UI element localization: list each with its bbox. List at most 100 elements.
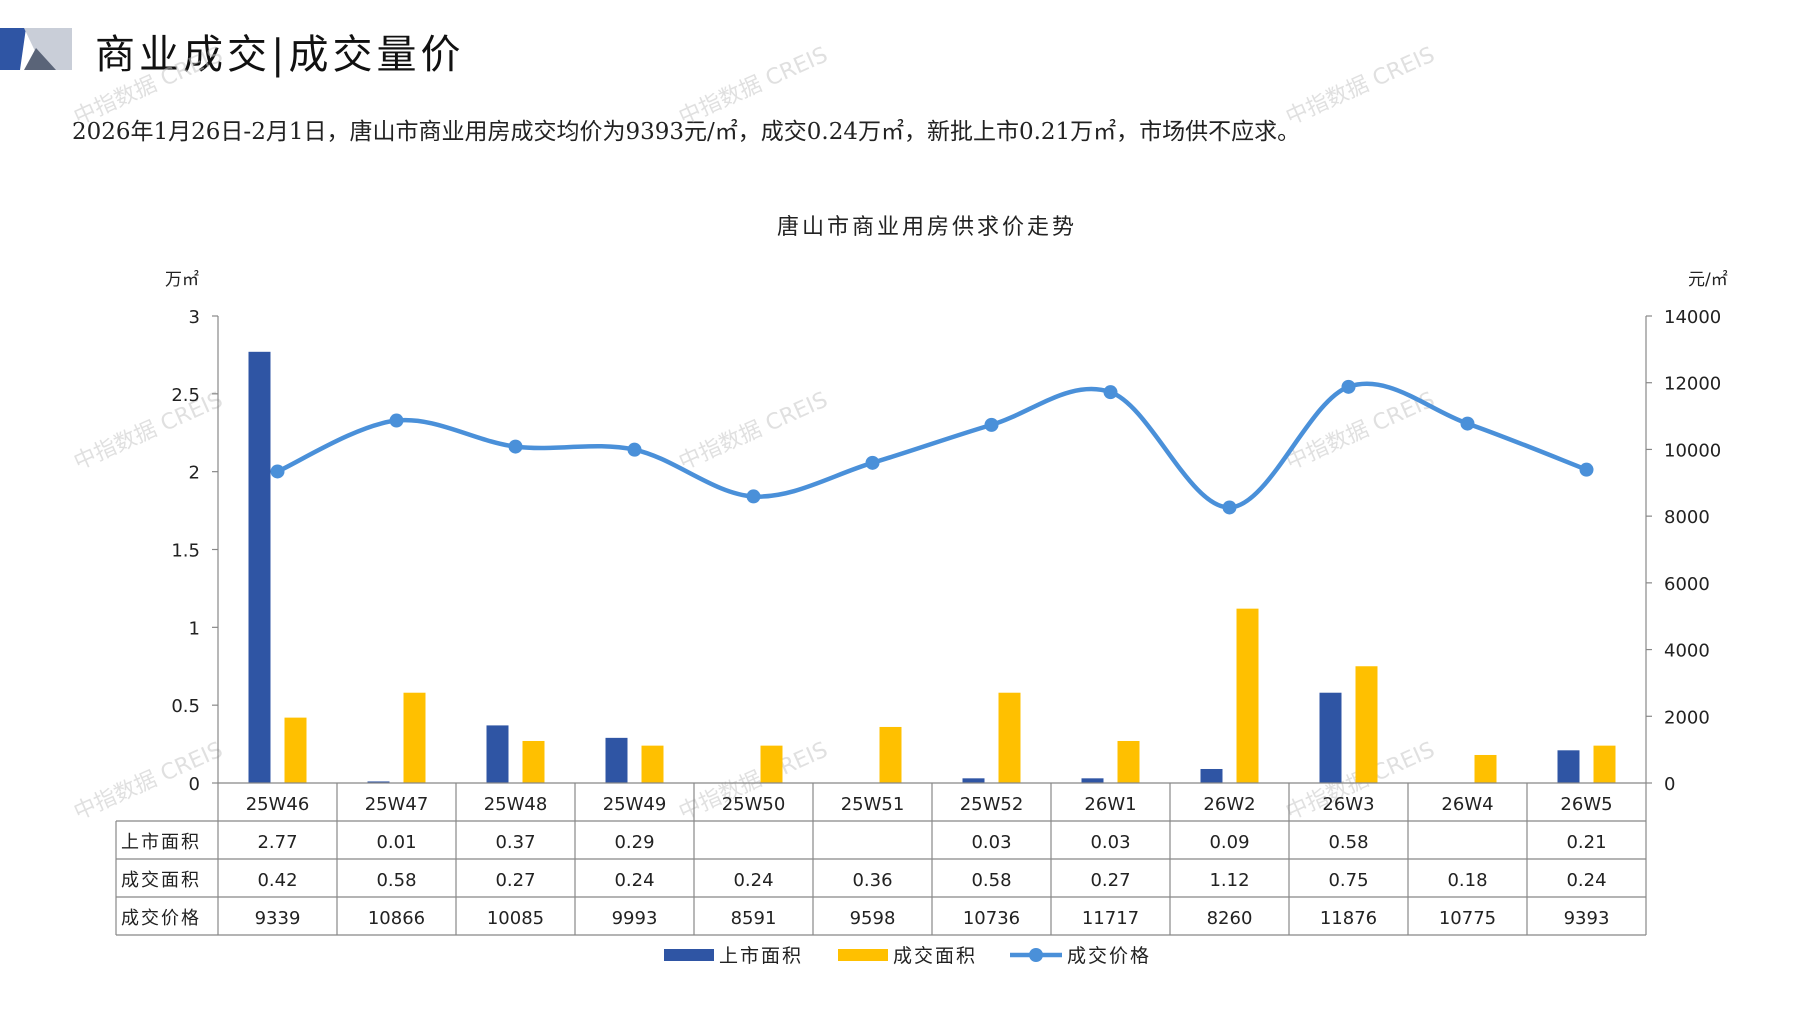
category-label-26W1: 26W1 [1084,794,1136,815]
table-cell-1-25W51: 0.36 [852,870,892,891]
right-tick-label-3: 6000 [1664,574,1710,595]
category-label-26W5: 26W5 [1560,794,1612,815]
legend-swatch-deal-area [838,949,888,961]
bar-deal-area-25W48 [522,740,545,783]
left-tick-label-3: 1.5 [171,541,200,562]
watermark-1: 中指数据 CREIS [675,43,831,131]
price-point-26W2 [1222,500,1237,515]
bar-supply-25W47 [367,781,390,783]
chart-title: 唐山市商业用房供求价走势 [777,215,1077,240]
table-cell-1-25W50: 0.24 [733,870,773,891]
category-label-25W50: 25W50 [722,794,786,815]
bar-supply-26W5 [1557,750,1580,783]
legend-label-supply: 上市面积 [719,945,803,967]
table-cell-2-25W52: 10736 [963,908,1020,929]
right-tick-label-5: 10000 [1664,440,1721,461]
left-tick-label-2: 1 [189,618,200,639]
table-cell-1-26W2: 1.12 [1209,870,1249,891]
table-cell-2-25W51: 9598 [850,908,896,929]
table-cell-0-25W48: 0.37 [495,832,535,853]
legend-label-deal-area: 成交面积 [893,945,977,967]
table-cell-1-26W3: 0.75 [1328,870,1368,891]
bar-deal-area-25W49 [641,745,664,783]
table-cell-0-25W52: 0.03 [971,832,1011,853]
table-cell-0-26W3: 0.58 [1328,832,1368,853]
price-point-25W46 [270,464,285,479]
category-label-26W2: 26W2 [1203,794,1255,815]
watermark-0: 中指数据 CREIS [70,43,226,131]
table-cell-0-26W2: 0.09 [1209,832,1249,853]
table-cell-2-26W2: 8260 [1207,908,1253,929]
table-cell-2-26W3: 11876 [1320,908,1377,929]
page-title: 商业成交|成交量价 [95,32,465,78]
watermark-3: 中指数据 CREIS [70,388,226,476]
table-cell-1-25W52: 0.58 [971,870,1011,891]
table-cell-2-25W50: 8591 [731,908,777,929]
price-point-25W47 [389,413,404,428]
table-cell-1-25W49: 0.24 [614,870,654,891]
bar-deal-area-26W2 [1236,608,1259,783]
category-label-26W3: 26W3 [1322,794,1374,815]
right-tick-label-7: 14000 [1664,307,1721,328]
right-tick-label-1: 2000 [1664,707,1710,728]
left-axis-unit: 万㎡ [165,270,199,290]
price-point-26W4 [1460,416,1475,431]
bar-deal-area-26W3 [1355,666,1378,783]
table-cell-0-25W46: 2.77 [257,832,297,853]
table-cell-2-25W48: 10085 [487,908,544,929]
table-cell-0-26W5: 0.21 [1566,832,1606,853]
table-cell-2-26W5: 9393 [1564,908,1610,929]
bar-supply-25W48 [486,725,509,783]
left-tick-label-4: 2 [189,463,200,484]
table-cell-2-25W46: 9339 [255,908,301,929]
table-cell-1-25W48: 0.27 [495,870,535,891]
right-tick-label-6: 12000 [1664,374,1721,395]
right-tick-label-2: 4000 [1664,641,1710,662]
left-tick-label-0: 0 [189,774,200,795]
table-cell-0-25W49: 0.29 [614,832,654,853]
watermark-2: 中指数据 CREIS [1282,43,1438,131]
price-point-25W48 [508,439,523,454]
table-cell-1-26W1: 0.27 [1090,870,1130,891]
legend-swatch-price-marker [1029,948,1043,962]
category-label-25W49: 25W49 [603,794,667,815]
bar-deal-area-25W52 [998,692,1021,783]
price-point-26W5 [1579,462,1594,477]
table-cell-2-26W1: 11717 [1082,908,1139,929]
bar-supply-26W3 [1319,692,1342,783]
summary-text: 2026年1月26日-2月1日，唐山市商业用房成交均价为9393元/㎡，成交0.… [72,119,1301,145]
table-row-header-0: 上市面积 [121,832,201,853]
header-decoration [0,28,72,70]
bar-supply-25W46 [248,351,271,783]
bar-supply-26W2 [1200,768,1223,783]
category-label-25W52: 25W52 [960,794,1024,815]
left-tick-label-5: 2.5 [171,385,200,406]
watermark-6: 中指数据 CREIS [70,738,226,826]
right-axis-unit: 元/㎡ [1688,270,1728,290]
price-line [276,381,1588,510]
table-cell-1-26W5: 0.24 [1566,870,1606,891]
watermark-4: 中指数据 CREIS [675,388,831,476]
table-cell-2-25W49: 9993 [612,908,658,929]
price-point-25W49 [627,442,642,457]
bar-deal-area-25W50 [760,745,783,783]
bar-supply-25W52 [962,778,985,783]
category-label-25W51: 25W51 [841,794,905,815]
bar-deal-area-26W1 [1117,740,1140,783]
price-point-25W51 [865,455,880,470]
table-cell-2-26W4: 10775 [1439,908,1496,929]
table-cell-1-25W47: 0.58 [376,870,416,891]
price-point-26W3 [1341,379,1356,394]
bar-supply-25W49 [605,737,628,783]
left-tick-label-6: 3 [189,307,200,328]
bar-deal-area-25W46 [284,717,307,783]
category-label-25W46: 25W46 [246,794,310,815]
left-tick-label-1: 0.5 [171,696,200,717]
table-cell-1-26W4: 0.18 [1447,870,1487,891]
category-label-25W48: 25W48 [484,794,548,815]
right-tick-label-0: 0 [1664,774,1675,795]
price-point-26W1 [1103,385,1118,400]
price-point-25W50 [746,489,761,504]
price-point-25W52 [984,417,999,432]
